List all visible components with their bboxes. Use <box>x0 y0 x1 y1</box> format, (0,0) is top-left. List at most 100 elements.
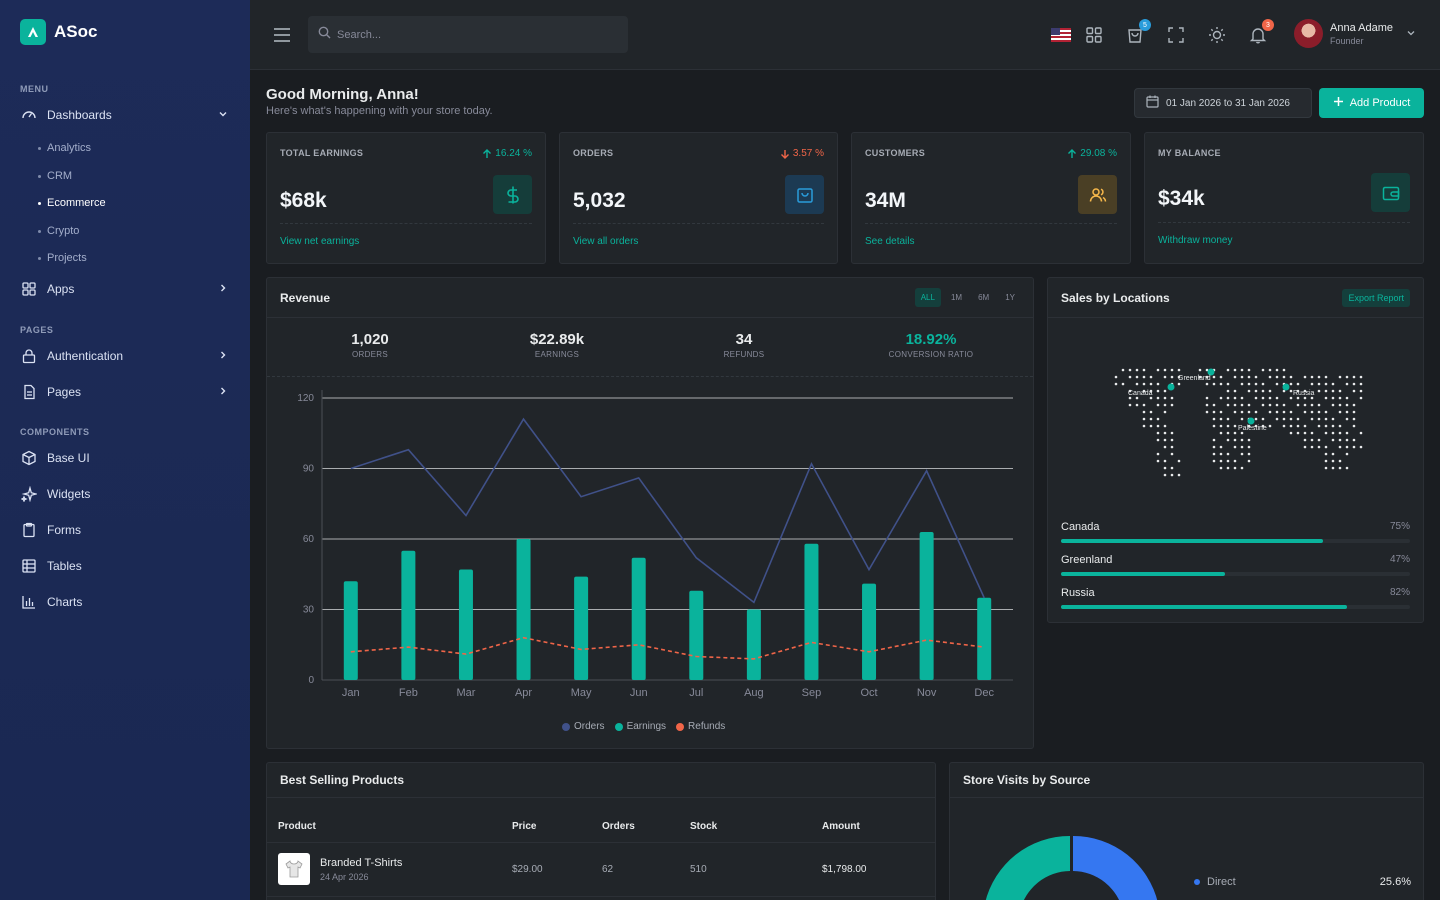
column-header[interactable]: Stock <box>690 812 822 843</box>
see-details-link[interactable]: See details <box>865 236 915 247</box>
view-net-earnings-link[interactable]: View net earnings <box>280 236 360 247</box>
sidebar-item-tables[interactable]: Tables <box>20 555 230 577</box>
stat-orders: 1,020 ORDERS <box>300 331 440 359</box>
divider <box>865 223 1117 224</box>
map-dot <box>1135 382 1139 386</box>
map-dot <box>1226 466 1230 470</box>
sidebar-item-label: Base UI <box>47 451 90 465</box>
column-header[interactable]: Orders <box>602 812 690 843</box>
products-title: Best Selling Products <box>280 773 405 787</box>
stat-value: $22.89k <box>529 331 585 348</box>
map-dot <box>1163 473 1167 477</box>
bar-earnings-aug <box>746 609 761 680</box>
map-dot <box>1352 438 1356 442</box>
brand[interactable]: ASoc <box>20 19 97 45</box>
map-dot <box>1317 424 1321 428</box>
product-name[interactable]: Branded T-Shirts <box>320 856 403 869</box>
sidebar-subitem-label: Projects <box>47 252 87 264</box>
map-dot <box>1219 375 1223 379</box>
range-all-button[interactable]: ALL <box>914 288 941 307</box>
product-stock: 510 <box>690 842 822 897</box>
map-dot <box>1212 375 1216 379</box>
date-range-picker[interactable]: 01 Jan 2026 to 31 Jan 2026 <box>1134 88 1312 118</box>
column-header[interactable]: Product <box>267 812 512 843</box>
map-dot <box>1303 389 1307 393</box>
cart-icon[interactable]: 5 <box>1124 19 1151 46</box>
map-dot <box>1310 417 1314 421</box>
map-dot <box>1324 452 1328 456</box>
sidebar-item-widgets[interactable]: Widgets <box>20 483 230 505</box>
withdraw-money-link[interactable]: Withdraw money <box>1158 235 1233 246</box>
map-dot <box>1261 417 1265 421</box>
legend-item-refunds[interactable]: Refunds <box>676 721 725 732</box>
column-header[interactable]: Amount <box>822 812 936 843</box>
sidebar-item-pages[interactable]: Pages <box>20 381 230 403</box>
table-row[interactable]: Branded T-Shirts 24 Apr 2026 $29.00 62 5… <box>267 842 936 897</box>
range-6m-button[interactable]: 6M <box>978 293 990 302</box>
bullet-icon <box>38 229 41 233</box>
add-product-button[interactable]: Add Product <box>1319 88 1424 118</box>
map-dot <box>1247 389 1251 393</box>
visits-legend-direct[interactable]: Direct 25.6% <box>1194 876 1411 888</box>
map-dot <box>1163 424 1167 428</box>
map-dot <box>1317 382 1321 386</box>
sidebar-subitem-crm[interactable]: CRM <box>38 170 72 182</box>
clipboard-icon <box>20 522 37 539</box>
map-dot <box>1352 389 1356 393</box>
map-dot <box>1240 382 1244 386</box>
kpi-title: MY BALANCE <box>1158 148 1221 158</box>
revenue-chart: 0 30 60 90 120 Jan Feb Mar Apr May Jun Jul Aug Sep Oct… <box>297 390 1013 699</box>
donut-slice-other <box>985 835 1070 900</box>
map-dot <box>1331 424 1335 428</box>
sidebar-item-base-ui[interactable]: Base UI <box>20 447 230 469</box>
map-dot <box>1177 368 1181 372</box>
map-dot <box>1149 417 1153 421</box>
map-dot <box>1275 396 1279 400</box>
search-input[interactable] <box>337 28 617 41</box>
user-menu[interactable]: Anna Adame Founder <box>1294 19 1416 48</box>
bar-earnings-jul <box>689 590 704 680</box>
legend-item-earnings[interactable]: Earnings <box>614 721 666 732</box>
column-header[interactable]: Price <box>512 812 602 843</box>
map-dot <box>1219 396 1223 400</box>
sidebar-item-authentication[interactable]: Authentication <box>20 345 230 367</box>
x-tick-label: Apr <box>515 687 532 699</box>
stat-conversion: 18.92% CONVERSION RATIO <box>861 331 1001 359</box>
fullscreen-icon[interactable] <box>1165 24 1187 46</box>
export-report-button[interactable]: Export Report <box>1342 289 1410 307</box>
sidebar-item-forms[interactable]: Forms <box>20 519 230 541</box>
sidebar-subitem-projects[interactable]: Projects <box>38 252 87 264</box>
hamburger-menu-icon[interactable] <box>273 27 291 48</box>
kpi-card-earnings: TOTAL EARNINGS 16.24 % $68k View net ear… <box>266 132 546 264</box>
sidebar-subitem-ecommerce[interactable]: Ecommerce <box>38 197 106 209</box>
sidebar-subitem-crypto[interactable]: Crypto <box>38 225 79 237</box>
sparkle-icon <box>20 486 37 503</box>
sidebar-item-charts[interactable]: Charts <box>20 591 230 613</box>
map-dot <box>1345 438 1349 442</box>
sidebar-item-dashboards[interactable]: Dashboards <box>20 104 230 126</box>
apps-grid-icon[interactable] <box>1083 24 1105 46</box>
sun-icon[interactable] <box>1206 24 1228 46</box>
sidebar-item-apps[interactable]: Apps <box>20 278 230 300</box>
x-tick-label: Jul <box>689 687 703 699</box>
map-dot <box>1296 417 1300 421</box>
map-dot <box>1205 403 1209 407</box>
sidebar-item-label: Authentication <box>47 349 124 363</box>
map-dot <box>1324 417 1328 421</box>
bell-icon[interactable]: 3 <box>1247 19 1274 46</box>
revenue-card: Revenue ALL 1M 6M 1Y 1,020 ORDERS $22.89… <box>266 277 1034 749</box>
map-dot <box>1296 424 1300 428</box>
map-dot <box>1254 382 1258 386</box>
map-dot <box>1233 431 1237 435</box>
range-1y-button[interactable]: 1Y <box>1005 293 1015 302</box>
sidebar-subitem-analytics[interactable]: Analytics <box>38 142 91 154</box>
us-flag-icon[interactable] <box>1050 24 1072 46</box>
stat-refunds: 34 REFUNDS <box>674 331 814 359</box>
sidebar-subitem-label: Ecommerce <box>47 197 106 209</box>
stat-value: 34 <box>735 331 753 348</box>
map-dot <box>1212 410 1216 414</box>
range-1m-button[interactable]: 1M <box>950 293 963 302</box>
view-all-orders-link[interactable]: View all orders <box>573 236 639 247</box>
legend-item-orders[interactable]: Orders <box>562 721 605 732</box>
map-dot <box>1268 410 1272 414</box>
